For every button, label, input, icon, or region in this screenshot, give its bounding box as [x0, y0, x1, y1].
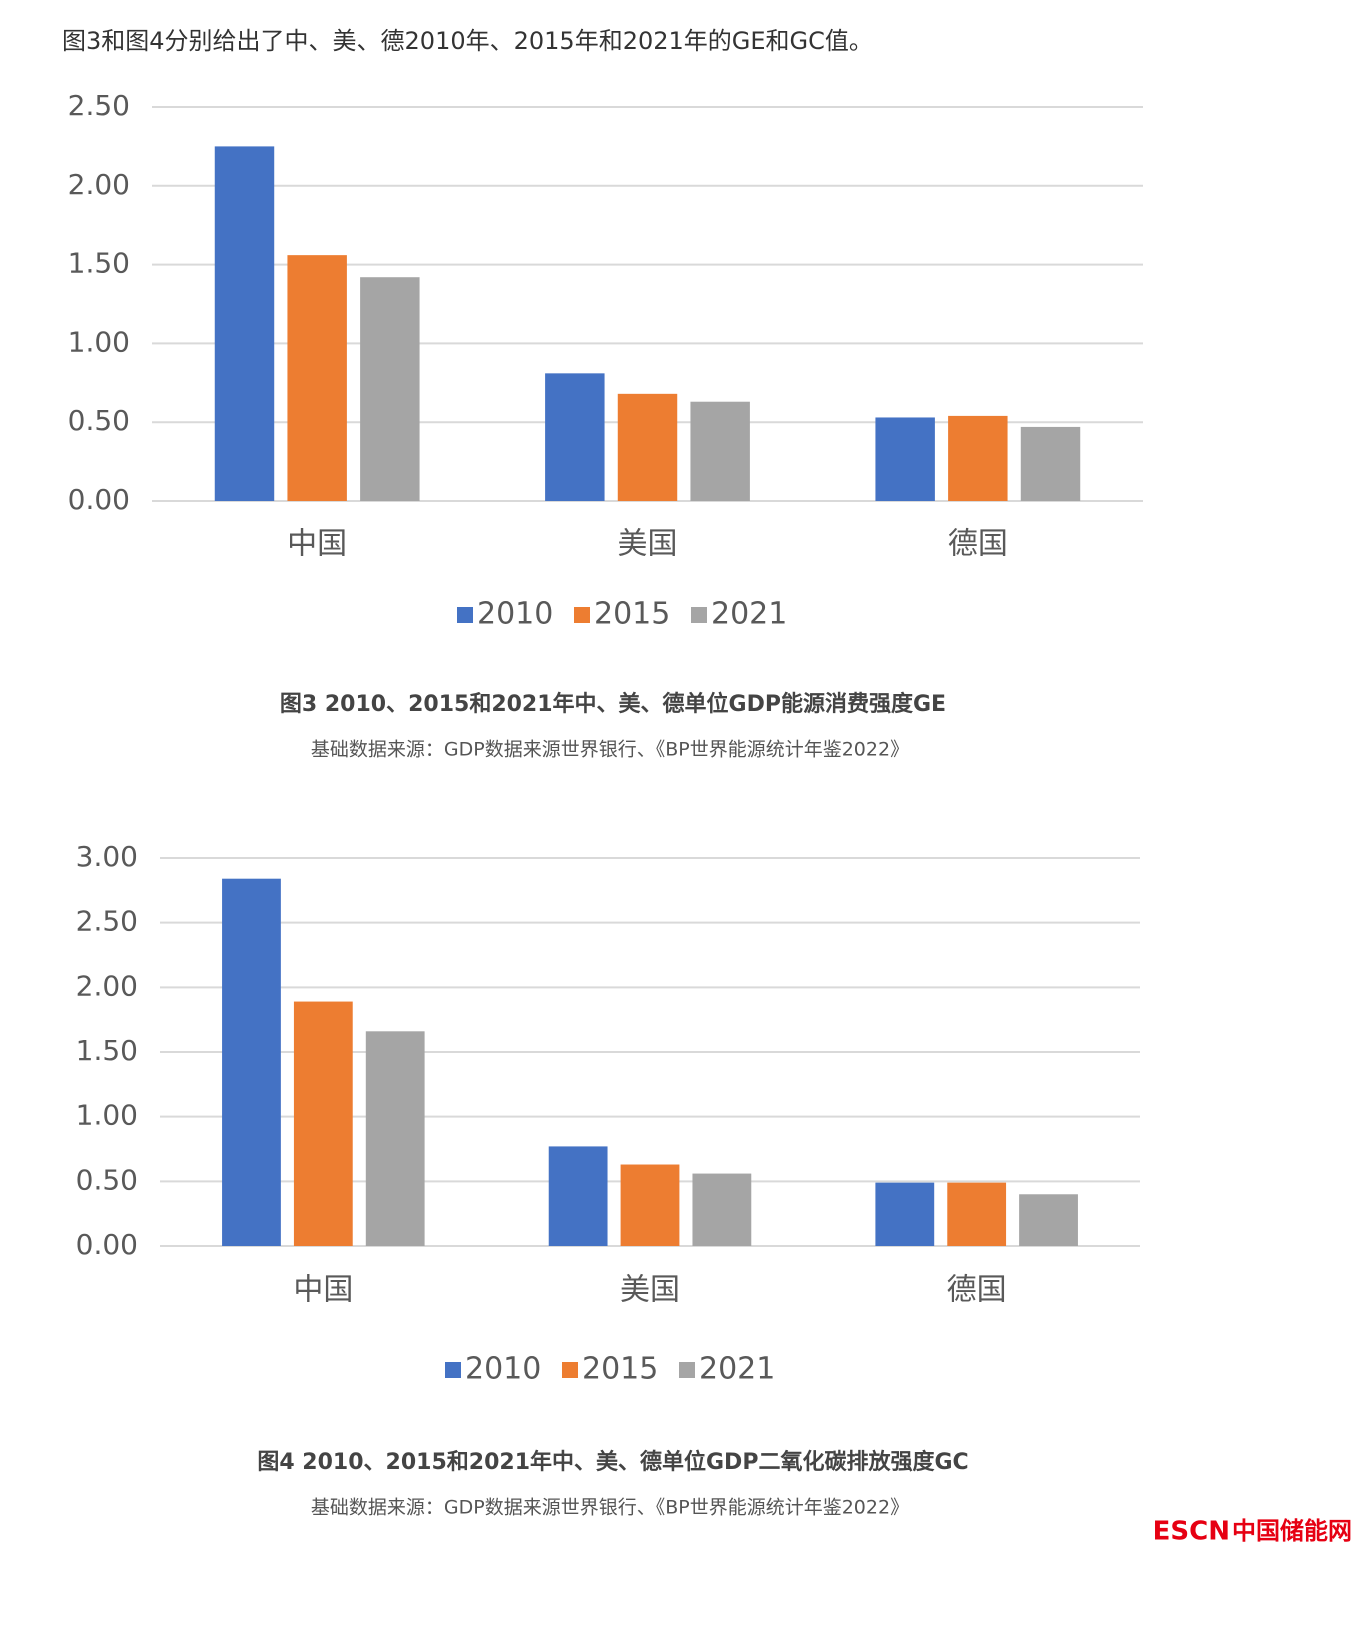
- y-tick-label: 2.50: [68, 89, 130, 122]
- bar: [875, 1182, 935, 1246]
- legend-label: 2015: [582, 1352, 658, 1387]
- legend-label: 2010: [477, 597, 553, 632]
- bar: [620, 1164, 680, 1246]
- bar: [617, 393, 678, 501]
- y-tick-label: 0.50: [76, 1163, 138, 1196]
- bar: [222, 878, 281, 1246]
- bar: [947, 1182, 1007, 1246]
- figure-caption: 图3 2010、2015和2021年中、美、德单位GDP能源消费强度GE: [280, 691, 946, 717]
- y-tick-label: 3.00: [76, 840, 138, 873]
- y-tick-label: 2.50: [76, 905, 138, 938]
- bar: [690, 401, 750, 501]
- legend-label: 2021: [711, 597, 787, 632]
- legend-swatch: [679, 1362, 695, 1378]
- legend-swatch: [445, 1362, 461, 1378]
- y-tick-label: 0.00: [76, 1228, 138, 1261]
- y-tick-label: 0.50: [68, 404, 130, 437]
- bar: [692, 1173, 752, 1246]
- bar: [545, 373, 605, 501]
- legend-swatch: [691, 607, 707, 623]
- y-tick-label: 1.50: [68, 247, 130, 280]
- bar: [214, 146, 275, 501]
- bar: [1019, 1194, 1078, 1246]
- intro-text: 图3和图4分别给出了中、美、德2010年、2015年和2021年的GE和GC值。: [62, 27, 873, 55]
- bar: [1020, 426, 1081, 501]
- x-tick-label: 美国: [618, 527, 678, 562]
- bar: [948, 415, 1008, 501]
- y-tick-label: 1.00: [68, 325, 130, 358]
- figure-source: 基础数据来源：GDP数据来源世界银行、《BP世界能源统计年鉴2022》: [311, 739, 909, 761]
- legend-label: 2021: [699, 1352, 775, 1387]
- x-tick-label: 德国: [948, 527, 1008, 562]
- x-tick-label: 中国: [293, 1273, 353, 1308]
- y-tick-label: 2.00: [76, 969, 138, 1002]
- legend-label: 2015: [594, 597, 670, 632]
- figure-caption: 图4 2010、2015和2021年中、美、德单位GDP二氧化碳排放强度GC: [257, 1449, 968, 1475]
- legend-swatch: [562, 1362, 578, 1378]
- legend-label: 2010: [465, 1352, 541, 1387]
- bar: [293, 1001, 353, 1246]
- bar: [365, 1031, 425, 1246]
- watermark-name: 中国储能网: [1232, 1517, 1352, 1545]
- bar: [287, 255, 347, 501]
- bar: [548, 1146, 608, 1246]
- y-tick-label: 2.00: [68, 168, 130, 201]
- y-tick-label: 1.00: [76, 1099, 138, 1132]
- x-tick-label: 德国: [947, 1273, 1007, 1308]
- watermark-brand: ESCN: [1153, 1517, 1230, 1547]
- y-tick-label: 1.50: [76, 1034, 138, 1067]
- x-tick-label: 美国: [620, 1273, 680, 1308]
- x-tick-label: 中国: [287, 527, 347, 562]
- legend-swatch: [457, 607, 473, 623]
- bar: [360, 277, 420, 501]
- y-tick-label: 0.00: [68, 483, 130, 516]
- bar: [875, 417, 935, 501]
- legend-swatch: [574, 607, 590, 623]
- figure-source: 基础数据来源：GDP数据来源世界银行、《BP世界能源统计年鉴2022》: [311, 1497, 909, 1519]
